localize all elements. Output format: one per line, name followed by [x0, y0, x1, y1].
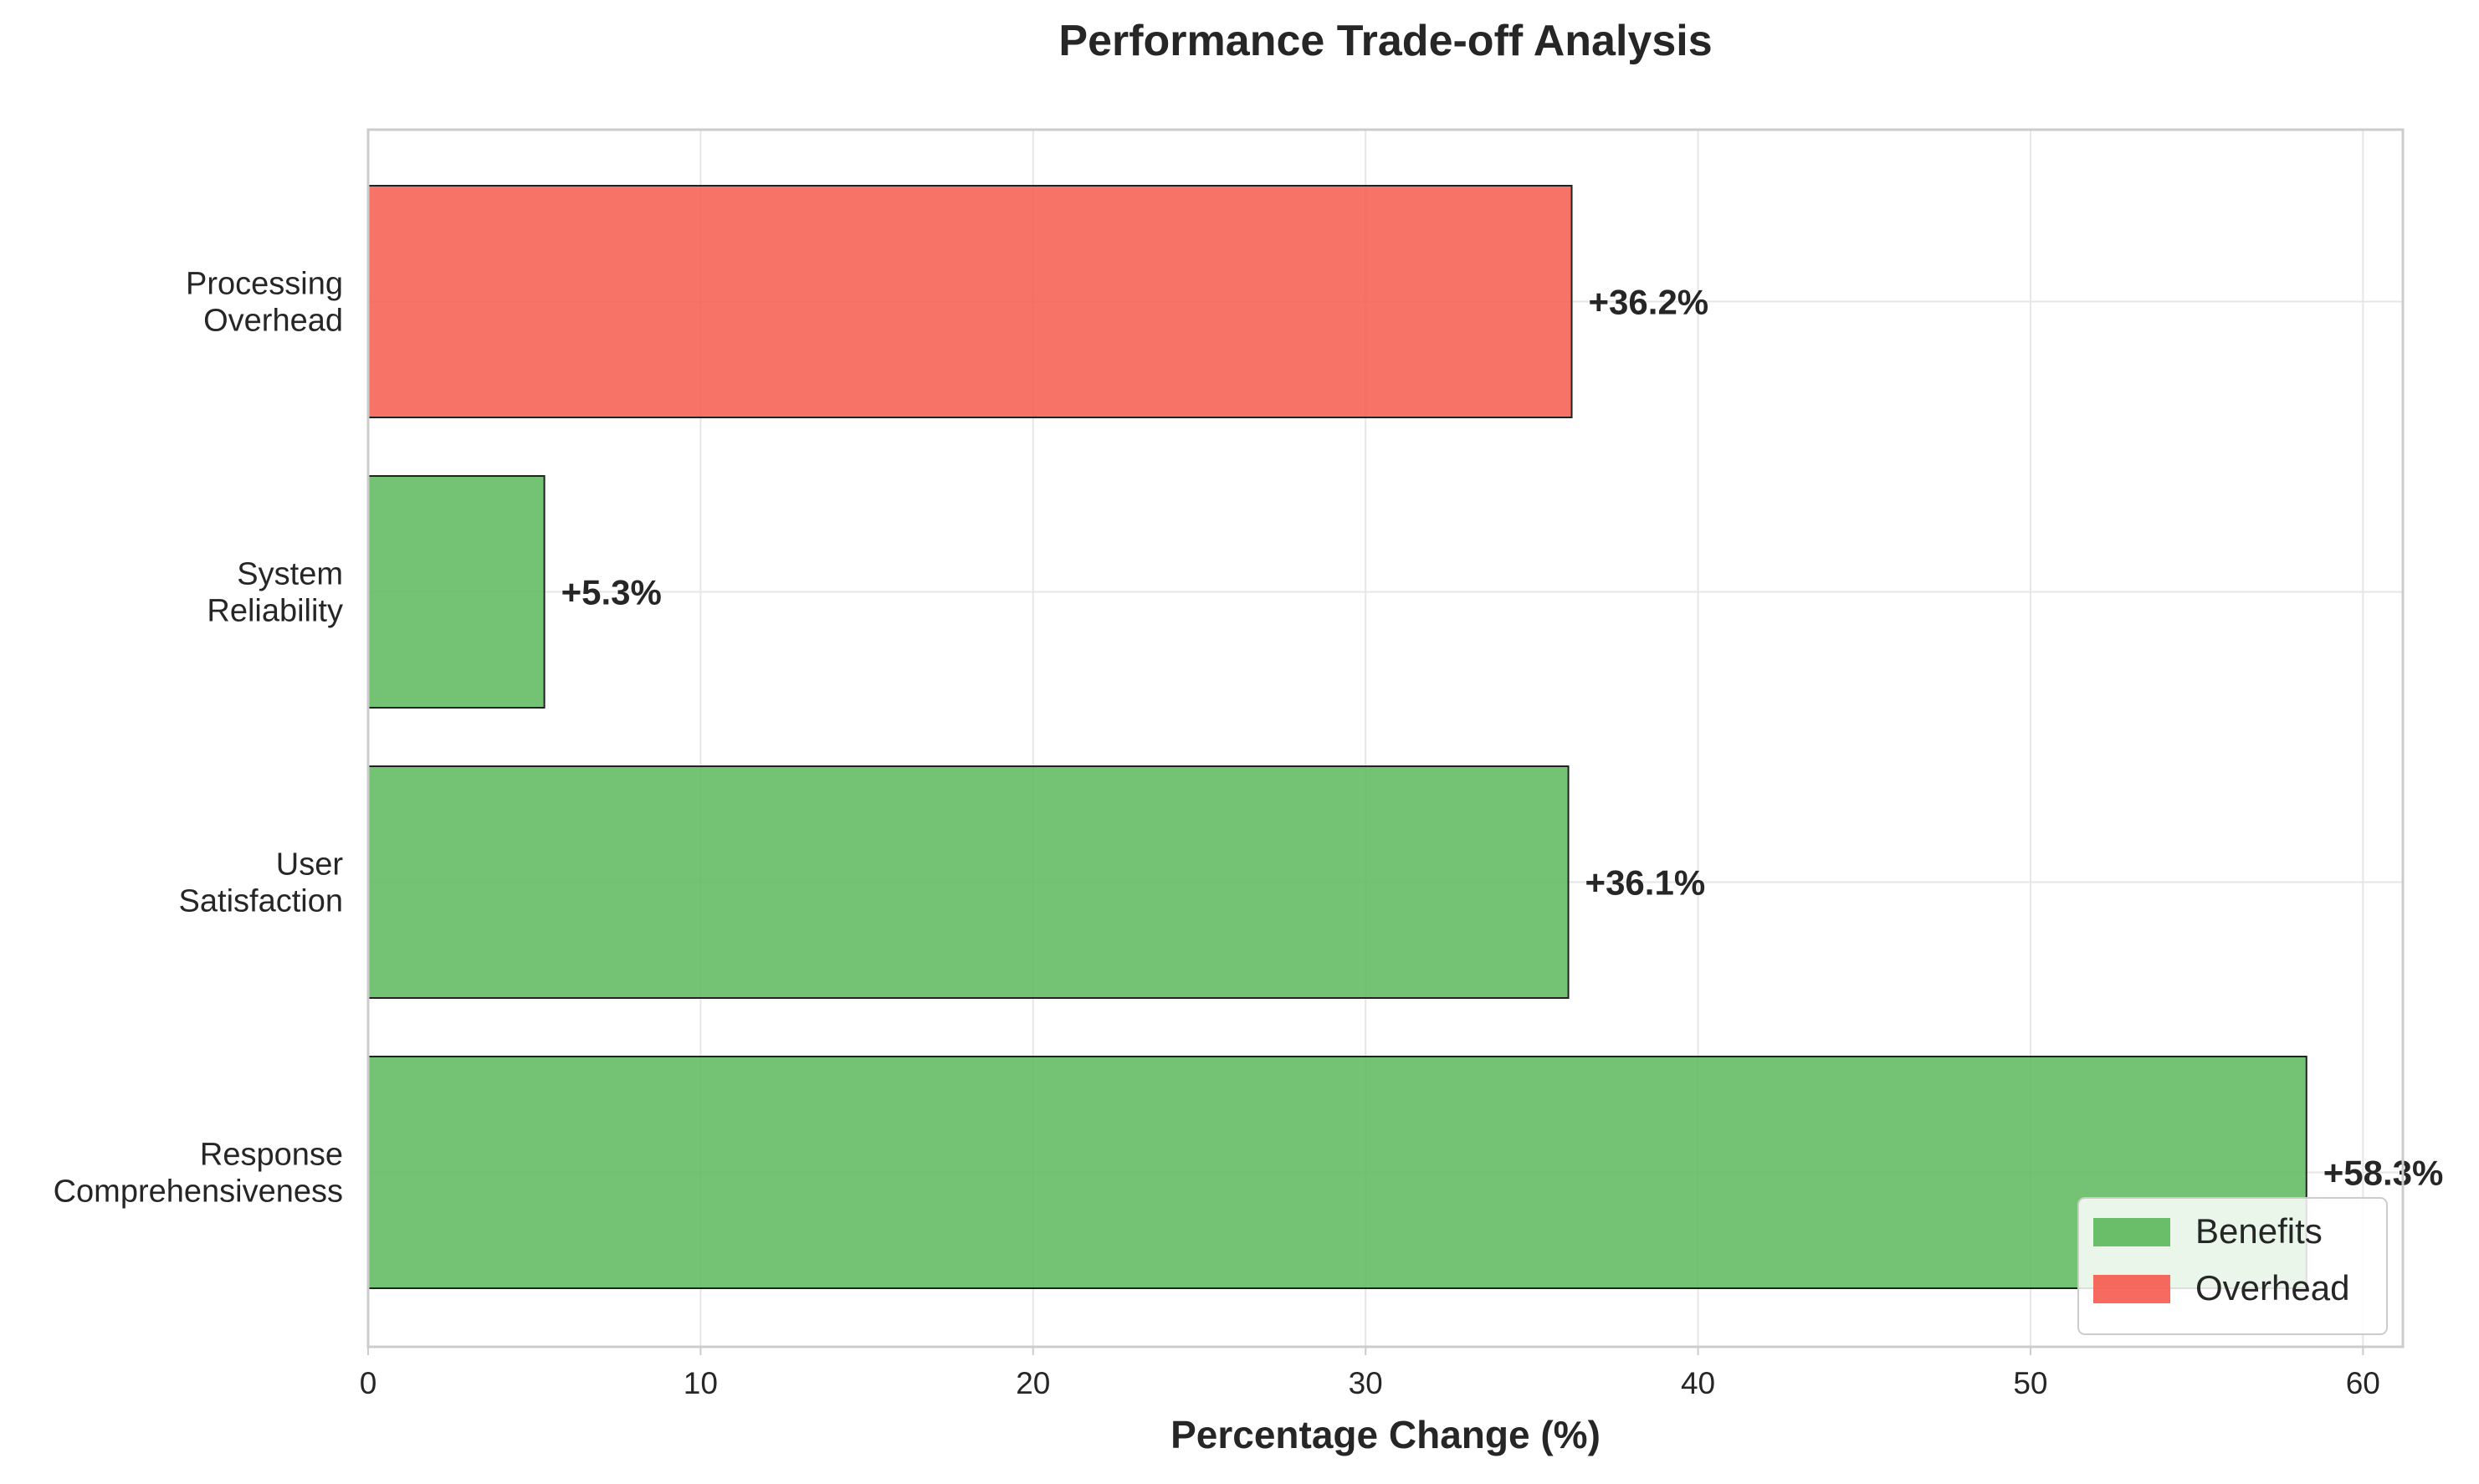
y-tick-label: Response [200, 1138, 343, 1173]
bar [367, 185, 1573, 418]
bar [367, 1056, 2307, 1289]
x-tick-label: 20 [1016, 1366, 1050, 1400]
y-tick-label: Overhead [203, 304, 343, 339]
plot-area: +58.3% +36.1% +5.3% +36.2% 0 10 20 30 40 50 60 Resp… [54, 128, 2444, 1400]
bar-value-label: +58.3% [2323, 1154, 2444, 1193]
x-tick-label: 50 [2013, 1366, 2047, 1400]
y-tick-label: Processing [186, 267, 343, 302]
legend-label: Benefits [2195, 1211, 2323, 1251]
x-tick-label: 10 [684, 1366, 718, 1400]
x-tick-label: 30 [1349, 1366, 1383, 1400]
legend-label: Overhead [2195, 1268, 2349, 1307]
bar-value-label: +36.2% [1589, 283, 1709, 322]
x-axis-label: Percentage Change (%) [1170, 1413, 1601, 1456]
x-tick-label: 60 [2346, 1366, 2380, 1400]
y-tick-label: Satisfaction [179, 884, 343, 919]
legend-swatch [2093, 1218, 2170, 1246]
y-tick-label: User [276, 847, 344, 883]
bar [367, 765, 1570, 999]
x-tick-label: 0 [360, 1366, 377, 1400]
y-tick-label: System [237, 557, 343, 592]
legend-swatch [2093, 1275, 2170, 1303]
bar-value-label: +36.1% [1585, 863, 1706, 903]
axes-frame [366, 128, 2405, 1348]
x-tick-label: 40 [1681, 1366, 1715, 1400]
chart-title: Performance Trade-off Analysis [1058, 17, 1712, 65]
y-tick-label: Reliability [207, 594, 343, 629]
y-tick-label: Comprehensiveness [54, 1174, 343, 1210]
bar [367, 475, 545, 709]
bar-value-label: +5.3% [561, 573, 662, 612]
